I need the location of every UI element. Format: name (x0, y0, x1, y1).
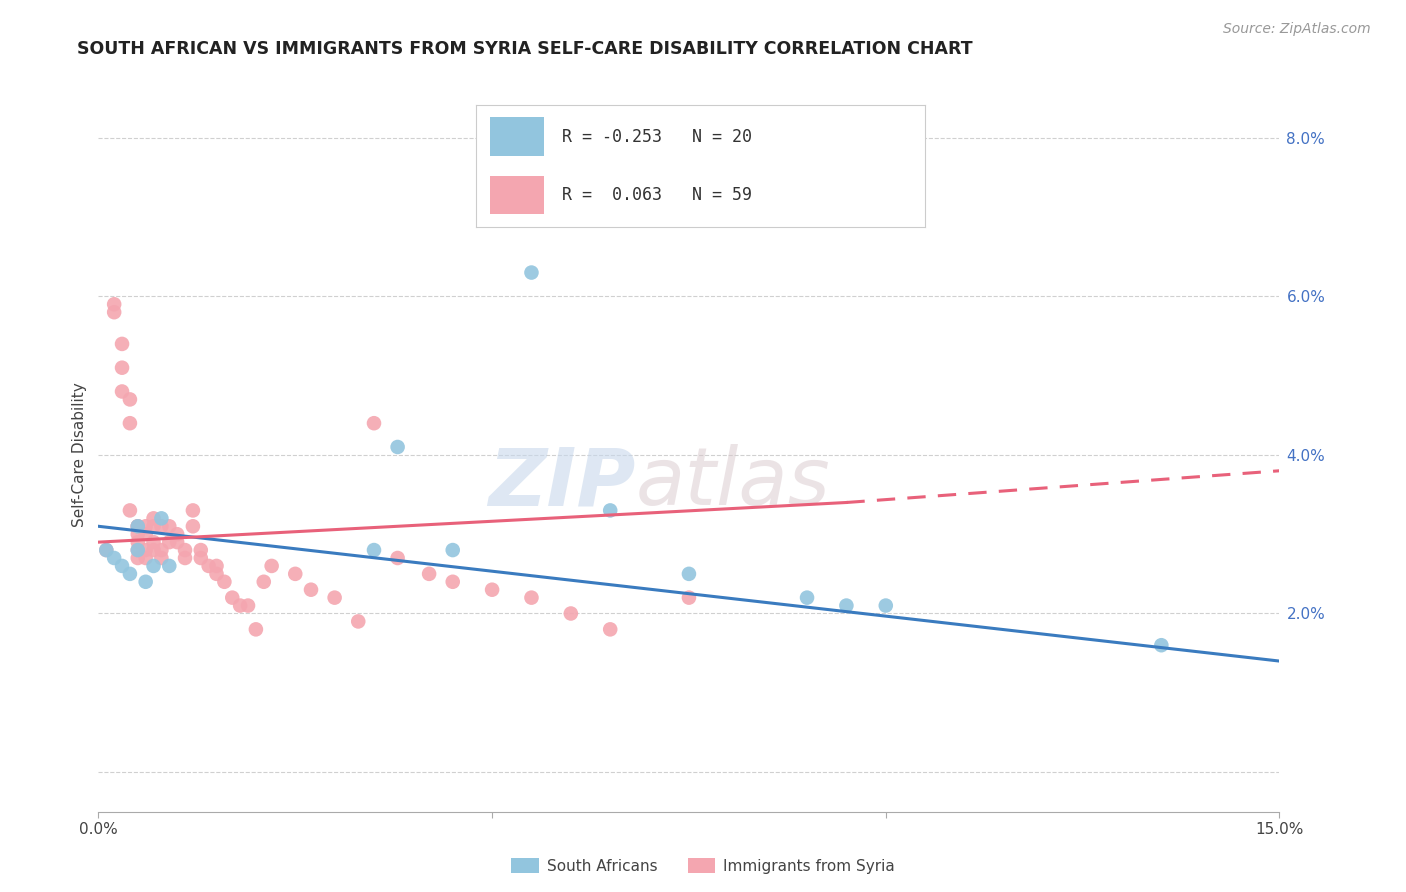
Point (299, 582, 322, 597)
Point (678, 566, 700, 581)
Point (127, 519, 149, 533)
Point (520, 591, 543, 605)
Point (284, 566, 307, 581)
Point (118, 566, 141, 581)
Point (127, 535, 149, 549)
Point (347, 615, 370, 629)
Point (103, 305, 125, 319)
Point (96, 543, 118, 558)
Point (111, 337, 134, 351)
Point (229, 599, 252, 613)
Point (127, 527, 149, 541)
Point (103, 297, 125, 311)
Point (174, 543, 197, 558)
Point (796, 591, 818, 605)
Point (166, 527, 188, 541)
Legend: South Africans, Immigrants from Syria: South Africans, Immigrants from Syria (505, 852, 901, 880)
Point (127, 519, 149, 533)
Point (599, 623, 621, 637)
Point (441, 543, 464, 558)
Point (481, 582, 503, 597)
Point (142, 535, 165, 549)
Point (875, 599, 897, 613)
Point (127, 551, 149, 566)
Point (118, 392, 141, 407)
Point (103, 551, 125, 566)
Point (205, 566, 228, 581)
Point (387, 440, 409, 454)
Point (181, 503, 204, 517)
Point (323, 591, 346, 605)
Point (181, 519, 204, 533)
Point (142, 511, 165, 525)
Point (142, 543, 165, 558)
Point (214, 574, 236, 589)
Point (96, 543, 118, 558)
Point (118, 416, 141, 430)
Point (135, 519, 157, 533)
Y-axis label: Self-Care Disability: Self-Care Disability (72, 383, 87, 527)
Text: SOUTH AFRICAN VS IMMIGRANTS FROM SYRIA SELF-CARE DISABILITY CORRELATION CHART: SOUTH AFRICAN VS IMMIGRANTS FROM SYRIA S… (77, 40, 973, 58)
Point (142, 558, 165, 573)
Point (142, 519, 165, 533)
Point (174, 551, 197, 566)
Point (253, 574, 276, 589)
Point (260, 558, 283, 573)
Point (150, 519, 173, 533)
Point (127, 543, 149, 558)
Point (111, 558, 134, 573)
Point (236, 599, 259, 613)
Point (135, 551, 157, 566)
Text: ZIP: ZIP (488, 444, 636, 523)
Point (127, 543, 149, 558)
Point (111, 384, 134, 399)
Point (363, 416, 385, 430)
Point (150, 511, 173, 525)
Point (245, 623, 267, 637)
Point (1150, 638, 1173, 652)
Point (205, 558, 228, 573)
Point (520, 266, 543, 280)
Point (221, 591, 243, 605)
Point (197, 558, 219, 573)
Point (157, 558, 180, 573)
Point (127, 519, 149, 533)
Point (560, 607, 582, 621)
Point (835, 599, 858, 613)
Point (111, 360, 134, 375)
Point (599, 503, 621, 517)
Point (166, 535, 188, 549)
Point (418, 566, 440, 581)
Point (150, 551, 173, 566)
Point (190, 543, 212, 558)
Text: atlas: atlas (636, 444, 831, 523)
Point (150, 543, 173, 558)
Point (678, 591, 700, 605)
Point (135, 574, 157, 589)
Point (441, 574, 464, 589)
Point (135, 543, 157, 558)
Point (118, 503, 141, 517)
Text: Source: ZipAtlas.com: Source: ZipAtlas.com (1223, 22, 1371, 37)
Point (363, 543, 385, 558)
Point (157, 535, 180, 549)
Point (135, 527, 157, 541)
Point (157, 519, 180, 533)
Point (190, 551, 212, 566)
Point (387, 551, 409, 566)
